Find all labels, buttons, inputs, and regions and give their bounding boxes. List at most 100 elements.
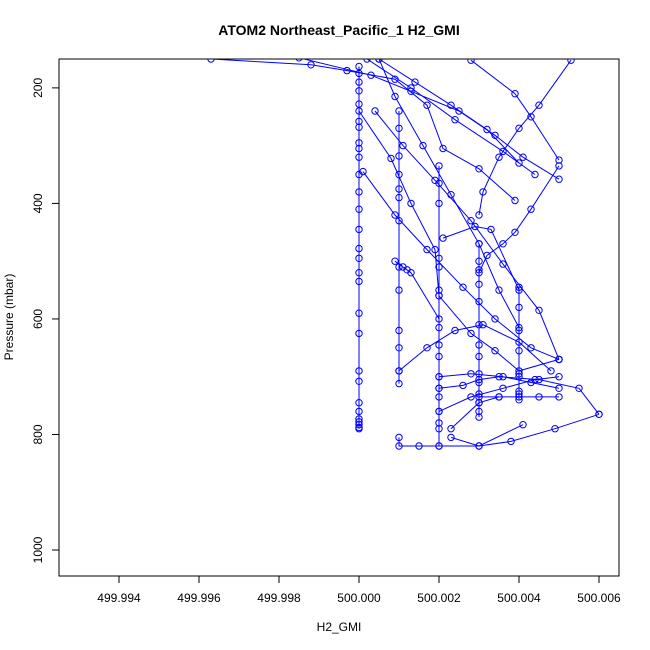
profile-series [475, 393, 563, 401]
data-point [435, 341, 443, 349]
data-point [415, 442, 423, 450]
x-tick-label: 500.000 [337, 591, 381, 605]
data-point [435, 373, 443, 381]
profile-line [210, 59, 516, 201]
profile-line [358, 110, 560, 372]
x-tick-label: 500.006 [577, 591, 621, 605]
data-point [515, 367, 523, 375]
data-point [511, 228, 519, 237]
x-tick-label: 500.004 [497, 591, 541, 605]
data-point [395, 326, 403, 335]
data-point [499, 240, 507, 248]
data-point [407, 84, 415, 92]
profile-line [398, 424, 524, 447]
data-point [475, 165, 483, 173]
data-point [575, 384, 583, 392]
data-point [419, 141, 427, 150]
profile-series [375, 59, 523, 332]
data-point [391, 257, 399, 265]
data-point [431, 176, 439, 185]
data-point [371, 107, 379, 115]
profile-line [478, 165, 560, 273]
data-point [515, 159, 523, 167]
data-point [355, 62, 363, 71]
data-point [527, 113, 535, 121]
data-point [395, 442, 403, 450]
data-point [391, 92, 399, 101]
data-point [459, 283, 467, 291]
data-point [355, 423, 363, 432]
data-point [483, 125, 491, 134]
x-tick-label: 499.998 [257, 591, 301, 605]
profile-line [450, 396, 500, 430]
data-point [467, 217, 475, 225]
profile-series [355, 407, 363, 432]
data-point [439, 144, 447, 153]
data-point [435, 419, 443, 427]
data-point [515, 303, 523, 312]
data-point [467, 393, 475, 401]
data-point [455, 107, 463, 115]
data-point [435, 425, 443, 433]
data-point [407, 269, 415, 277]
profile-line [378, 59, 520, 164]
profile-series [359, 167, 563, 364]
data-point [435, 292, 443, 300]
data-point [459, 381, 467, 390]
data-point [439, 234, 447, 242]
x-tick-label: 499.996 [177, 591, 221, 605]
chart-title: ATOM2 Northeast_Pacific_1 H2_GMI [218, 22, 459, 38]
data-point [495, 153, 503, 161]
data-point [391, 211, 399, 219]
data-point [475, 211, 483, 219]
data-point [479, 188, 487, 196]
data-point [447, 433, 455, 442]
data-point [515, 347, 523, 355]
data-point [395, 107, 403, 115]
data-point [395, 152, 403, 160]
data-point [355, 377, 363, 385]
data-point [451, 326, 459, 335]
data-point [395, 217, 403, 225]
data-point [355, 144, 363, 153]
data-point [395, 193, 403, 202]
data-point [435, 384, 443, 392]
data-point [423, 344, 431, 352]
data-point [475, 341, 483, 349]
data-point [475, 413, 483, 421]
data-point [531, 375, 539, 384]
data-point [475, 280, 483, 288]
data-point [535, 393, 543, 401]
data-point [355, 123, 363, 131]
data-point [295, 59, 303, 62]
data-point [395, 286, 403, 294]
data-point [375, 59, 383, 63]
profile-line [301, 59, 560, 180]
data-point [555, 156, 563, 164]
data-point [475, 375, 483, 384]
data-point [475, 266, 483, 274]
data-point [551, 425, 559, 433]
data-point [355, 139, 363, 147]
data-point [359, 167, 367, 176]
data-point [547, 367, 555, 375]
profile-series [395, 321, 555, 375]
profile-series [439, 222, 523, 294]
data-point [435, 407, 443, 416]
data-point [471, 222, 479, 231]
data-point [507, 437, 515, 446]
data-point [491, 347, 499, 355]
data-point [475, 257, 483, 265]
profile-series [363, 59, 539, 179]
data-point [555, 393, 563, 401]
data-point [515, 124, 523, 133]
data-point [475, 240, 483, 248]
profile-series [391, 257, 443, 323]
data-point [395, 124, 403, 133]
profile-line [470, 59, 560, 161]
profile-line [374, 110, 560, 360]
data-point [595, 410, 603, 418]
y-axis: 200 400 600 800 1000 [31, 78, 59, 563]
data-point [367, 71, 375, 79]
data-point [355, 418, 363, 426]
